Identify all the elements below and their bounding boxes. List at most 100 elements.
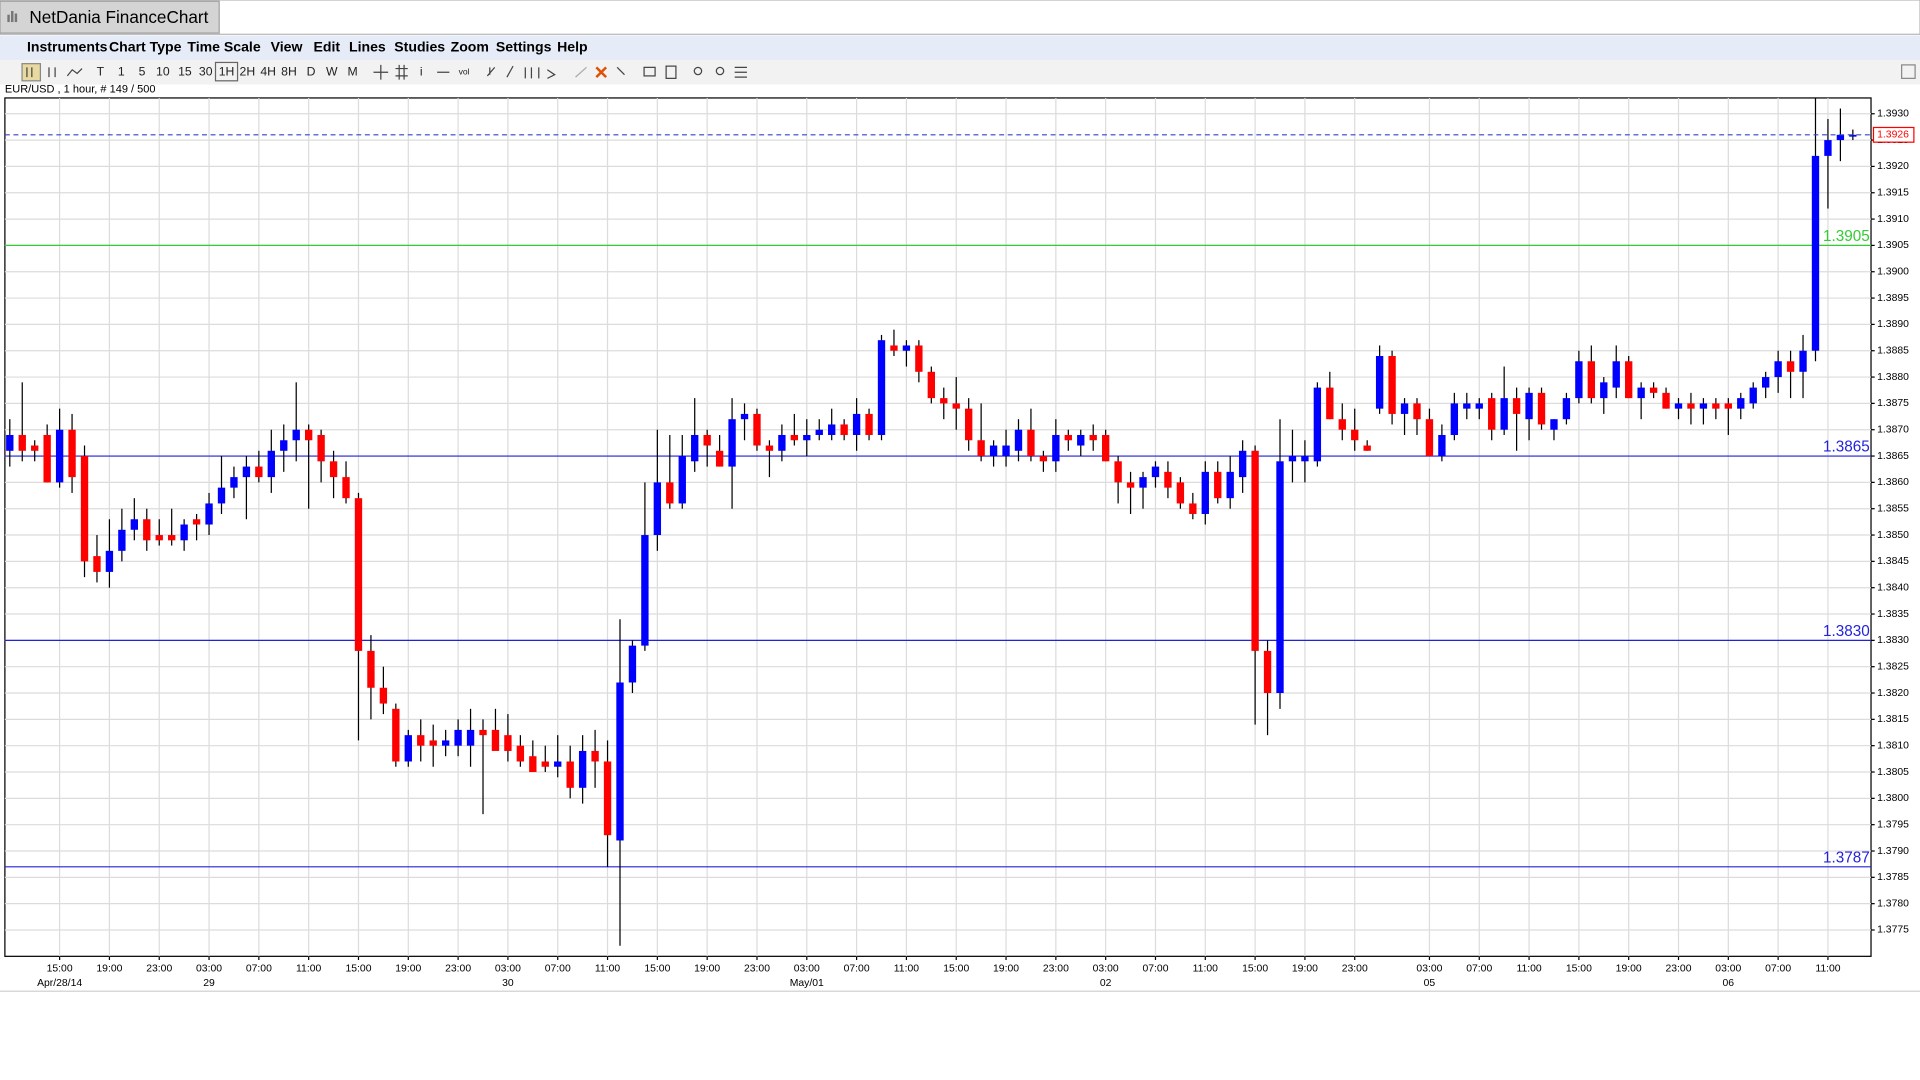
timescale-button[interactable]: 2H	[240, 64, 256, 78]
menu-item[interactable]: Settings	[496, 38, 552, 54]
candle-body	[1176, 482, 1185, 504]
candle-body	[1550, 419, 1558, 430]
timescale-button[interactable]: 8H	[281, 64, 297, 78]
candle-body	[1338, 419, 1346, 430]
timescale-button[interactable]: 4H	[260, 64, 276, 78]
timescale-button[interactable]: 15	[178, 64, 192, 78]
y-tick-label: 1.3820	[1877, 688, 1909, 699]
x-date-label: 05	[1424, 978, 1436, 989]
candle-body	[927, 371, 935, 399]
candle-body	[1238, 450, 1247, 478]
candle-body	[1413, 403, 1421, 420]
title-tab[interactable]	[0, 0, 220, 34]
level-label: 1.3905	[1823, 228, 1870, 245]
candle-body	[1824, 140, 1832, 156]
x-tick-label: 23:00	[1342, 963, 1368, 974]
x-tick-label: 03:00	[1093, 963, 1119, 974]
level-label: 1.3865	[1823, 439, 1870, 456]
x-tick-label: 19:00	[694, 963, 720, 974]
candle-body	[1077, 434, 1085, 446]
candle-body	[1637, 387, 1645, 399]
window-title: NetDania FinanceChart	[29, 7, 208, 27]
tool-button[interactable]: i	[420, 64, 423, 78]
y-tick-label: 1.3915	[1877, 187, 1909, 198]
menu-item[interactable]: Time Scale	[187, 38, 260, 54]
x-tick-label: 11:00	[1815, 963, 1840, 974]
menu-item[interactable]: Instruments	[27, 38, 108, 54]
x-tick-label: 15:00	[943, 963, 969, 974]
candle-body	[1674, 403, 1683, 409]
timescale-button[interactable]: 10	[156, 64, 170, 78]
tool-button[interactable]: vol	[459, 67, 470, 77]
candle-body	[230, 477, 238, 488]
timescale-button[interactable]: 1	[118, 64, 125, 78]
plot-area	[4, 97, 1872, 957]
timescale-button[interactable]: M	[348, 64, 358, 78]
candle-body	[902, 345, 911, 351]
x-tick-label: 19:00	[395, 963, 421, 974]
toolbar	[0, 60, 1920, 85]
candle-body	[1326, 387, 1334, 420]
candle-body	[1512, 398, 1521, 414]
menu-item[interactable]: Help	[557, 38, 588, 54]
y-tick-label: 1.3790	[1877, 846, 1909, 857]
y-tick-label: 1.3840	[1877, 582, 1909, 593]
instrument-info: EUR/USD , 1 hour, # 149 / 500	[5, 83, 156, 95]
candle-body	[1363, 445, 1371, 451]
candle-body	[1799, 350, 1807, 372]
timescale-button[interactable]: 5	[139, 64, 146, 78]
candle-body	[504, 735, 512, 751]
menu-item[interactable]: Edit	[313, 38, 340, 54]
x-tick-label: 23:00	[1665, 963, 1691, 974]
candle-body	[1064, 434, 1072, 441]
timescale-button[interactable]: W	[326, 64, 338, 78]
candle-body	[1052, 434, 1060, 462]
candle-body	[1189, 503, 1197, 514]
candle-body	[217, 487, 226, 504]
menu-item[interactable]: Studies	[394, 38, 445, 54]
x-tick-label: 23:00	[146, 963, 172, 974]
status-strip	[0, 990, 1920, 992]
x-tick-label: 15:00	[644, 963, 670, 974]
candle-body	[529, 756, 537, 773]
timescale-button[interactable]: 30	[199, 64, 213, 78]
menu-item[interactable]: Zoom	[451, 38, 489, 54]
x-date-label: 06	[1723, 978, 1735, 989]
timescale-button[interactable]: D	[307, 64, 316, 78]
x-tick-label: 19:00	[993, 963, 1019, 974]
y-tick-label: 1.3875	[1877, 398, 1909, 409]
candle-body	[1475, 403, 1483, 409]
candle-body	[1089, 434, 1097, 441]
x-tick-label: 15:00	[1566, 963, 1592, 974]
x-tick-label: 07:00	[246, 963, 272, 974]
menu-item[interactable]: View	[271, 38, 303, 54]
x-tick-label: 15:00	[345, 963, 371, 974]
menu-item[interactable]: Lines	[349, 38, 386, 54]
timescale-button[interactable]: 1H	[219, 64, 235, 78]
candle-body	[242, 466, 251, 478]
x-date-label: 29	[203, 978, 215, 989]
x-tick-label: 19:00	[1616, 963, 1642, 974]
x-tick-label: 03:00	[794, 963, 820, 974]
y-tick-label: 1.3845	[1877, 556, 1909, 567]
y-tick-label: 1.3865	[1877, 451, 1909, 462]
candle-body	[404, 735, 412, 762]
menu-item[interactable]: Chart Type	[109, 38, 182, 54]
candle-body	[130, 519, 138, 530]
candle-body	[952, 403, 960, 409]
candle-body	[1002, 445, 1010, 457]
candle-body	[6, 434, 14, 451]
y-tick-label: 1.3870	[1877, 424, 1909, 435]
y-tick-label: 1.3810	[1877, 740, 1909, 751]
candle-body	[691, 434, 699, 462]
x-tick-label: 07:00	[844, 963, 870, 974]
candle-body	[1712, 403, 1720, 409]
candle-body	[790, 434, 799, 441]
candle-body	[1575, 361, 1583, 399]
x-date-label: Apr/28/14	[37, 978, 82, 989]
candle-body	[1101, 434, 1110, 462]
timescale-button[interactable]: T	[97, 64, 105, 78]
candle-body	[578, 750, 587, 788]
